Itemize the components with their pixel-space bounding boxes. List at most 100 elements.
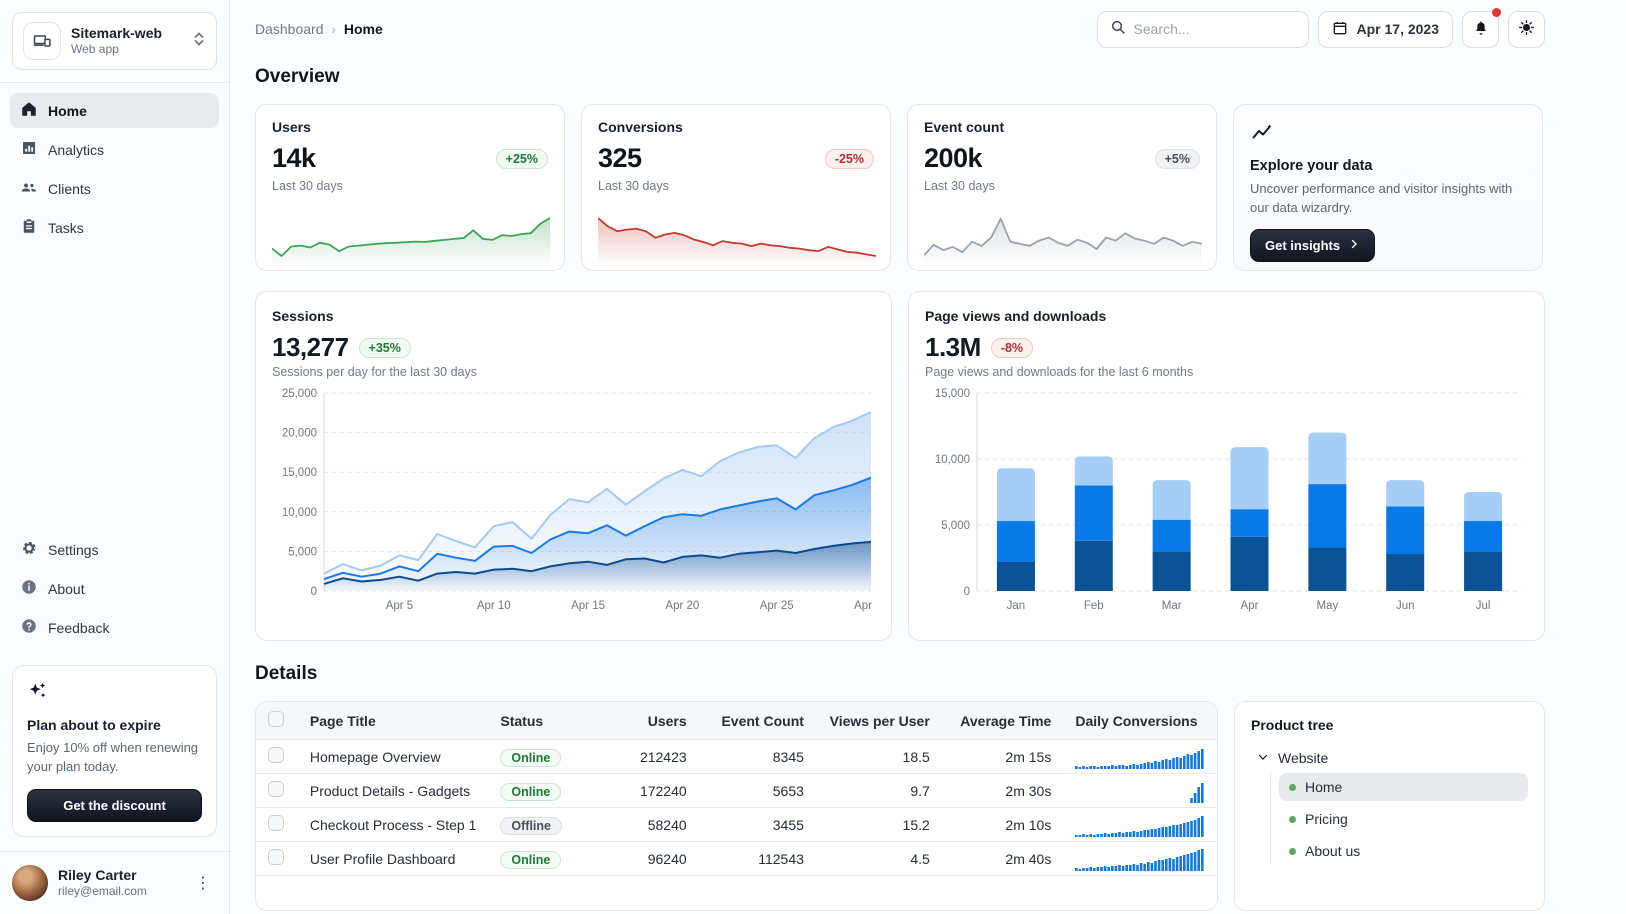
chevron-down-icon bbox=[1257, 750, 1269, 766]
trend-chip: +5% bbox=[1154, 148, 1200, 169]
row-checkbox[interactable] bbox=[268, 849, 284, 865]
sidebar-item-clients[interactable]: Clients bbox=[10, 171, 219, 206]
explore-data-card: Explore your data Uncover performance an… bbox=[1233, 104, 1543, 271]
sessions-title: Sessions bbox=[272, 308, 334, 324]
col-views-per-user[interactable]: Views per User bbox=[815, 702, 942, 740]
details-title: Details bbox=[255, 663, 318, 684]
sidebar-item-label: Tasks bbox=[48, 219, 84, 236]
breadcrumb-dashboard[interactable]: Dashboard bbox=[255, 21, 324, 37]
insights-icon bbox=[1250, 124, 1274, 148]
daily-conversions-sparkline bbox=[1075, 779, 1205, 803]
user-profile: Riley Carter riley@email.com ⋮ bbox=[0, 852, 229, 914]
svg-text:Apr 5: Apr 5 bbox=[386, 600, 414, 612]
stat-title: Conversions bbox=[598, 119, 683, 135]
svg-text:10,000: 10,000 bbox=[935, 454, 970, 466]
details-table-card: Page Title Status Users Event Count View… bbox=[255, 701, 1218, 911]
row-checkbox[interactable] bbox=[268, 815, 284, 831]
svg-text:Apr 15: Apr 15 bbox=[571, 600, 605, 612]
get-discount-button[interactable]: Get the discount bbox=[27, 789, 202, 822]
cell-event-count: 8345 bbox=[698, 739, 816, 774]
trend-chip: +25% bbox=[495, 148, 548, 169]
select-all-checkbox[interactable] bbox=[268, 711, 284, 727]
explore-title: Explore your data bbox=[1250, 158, 1373, 174]
pageviews-value: 1.3M bbox=[925, 332, 981, 362]
date-picker-button[interactable]: Apr 17, 2023 bbox=[1317, 10, 1453, 48]
notification-badge bbox=[1492, 7, 1501, 17]
home-icon bbox=[20, 100, 38, 121]
svg-text:May: May bbox=[1316, 600, 1338, 612]
pageviews-caption: Page views and downloads for the last 6 … bbox=[925, 365, 1194, 379]
chevron-right-icon: › bbox=[331, 21, 336, 37]
sidebar-item-settings[interactable]: Settings bbox=[10, 532, 219, 567]
table-row[interactable]: Product Details - Gadgets Online 172240 … bbox=[256, 773, 1217, 808]
sparkle-icon bbox=[27, 683, 49, 706]
help-icon bbox=[20, 617, 38, 638]
user-email: riley@email.com bbox=[58, 884, 147, 899]
details-table: Page Title Status Users Event Count View… bbox=[256, 702, 1217, 876]
cell-average-time: 2m 10s bbox=[941, 807, 1064, 842]
search-input[interactable] bbox=[1096, 10, 1309, 48]
tree-node-home[interactable]: Home bbox=[1279, 773, 1528, 801]
notifications-button[interactable] bbox=[1462, 7, 1501, 48]
tree-node-about-us[interactable]: About us bbox=[1279, 837, 1528, 865]
avatar bbox=[12, 865, 48, 901]
sidebar-item-label: Settings bbox=[48, 541, 99, 558]
trend-chip: +35% bbox=[358, 337, 411, 358]
col-page-title[interactable]: Page Title bbox=[297, 702, 489, 740]
get-insights-label: Get insights bbox=[1265, 237, 1341, 253]
unfold-icon bbox=[192, 31, 206, 52]
cell-users: 212423 bbox=[589, 739, 699, 774]
table-row[interactable]: Homepage Overview Online 212423 8345 18.… bbox=[256, 739, 1217, 774]
explore-body: Uncover performance and visitor insights… bbox=[1250, 181, 1513, 215]
tree-node-pricing[interactable]: Pricing bbox=[1279, 805, 1528, 833]
stat-title: Users bbox=[272, 119, 311, 135]
col-event-count[interactable]: Event Count bbox=[698, 702, 816, 740]
people-icon bbox=[20, 178, 38, 199]
svg-text:Mar: Mar bbox=[1162, 600, 1182, 612]
workspace-switcher[interactable]: Sitemark-web Web app bbox=[12, 12, 217, 70]
analytics-icon bbox=[20, 139, 38, 160]
table-row[interactable]: Checkout Process - Step 1 Offline 58240 … bbox=[256, 807, 1217, 842]
theme-toggle-button[interactable] bbox=[1508, 10, 1545, 48]
pageviews-card: Page views and downloads 1.3M -8% Page v… bbox=[908, 291, 1545, 641]
trend-chip: -25% bbox=[824, 148, 874, 169]
date-label: Apr 17, 2023 bbox=[1356, 21, 1440, 37]
row-checkbox[interactable] bbox=[268, 781, 284, 797]
sessions-value: 13,277 bbox=[272, 332, 349, 362]
stat-card-event-count: Event count 200k +5% Last 30 days bbox=[907, 104, 1217, 271]
stat-cards: Users 14k +25% Last 30 days Conversions … bbox=[255, 104, 1545, 271]
tree-node-label: Website bbox=[1278, 750, 1329, 766]
more-options-icon[interactable]: ⋮ bbox=[195, 875, 211, 892]
tree-node-label: Pricing bbox=[1305, 811, 1348, 827]
sidebar: Sitemark-web Web app Home Analytics Clie… bbox=[0, 0, 230, 914]
plan-body: Enjoy 10% off when renewing your plan to… bbox=[27, 740, 199, 775]
status-badge: Online bbox=[500, 748, 562, 767]
svg-text:Jan: Jan bbox=[1007, 600, 1026, 612]
search-field[interactable] bbox=[1133, 21, 1296, 37]
svg-text:0: 0 bbox=[964, 586, 970, 598]
row-checkbox[interactable] bbox=[268, 747, 284, 763]
stat-caption: Last 30 days bbox=[924, 179, 995, 193]
get-insights-button[interactable]: Get insights bbox=[1250, 228, 1376, 262]
tree-node-label: Home bbox=[1305, 779, 1343, 795]
sidebar-item-about[interactable]: About bbox=[10, 571, 219, 606]
col-daily-conversions[interactable]: Daily Conversions bbox=[1063, 702, 1217, 740]
cell-page-title: Product Details - Gadgets bbox=[297, 773, 489, 808]
users-sparkline-chart bbox=[271, 208, 551, 270]
sidebar-item-analytics[interactable]: Analytics bbox=[10, 132, 219, 167]
tree-node-website[interactable]: Website bbox=[1251, 745, 1528, 771]
sessions-card: Sessions 13,277 +35% Sessions per day fo… bbox=[255, 291, 892, 641]
col-average-time[interactable]: Average Time bbox=[941, 702, 1064, 740]
table-row[interactable]: User Profile Dashboard Online 96240 1125… bbox=[256, 841, 1217, 876]
daily-conversions-sparkline bbox=[1075, 813, 1205, 837]
sidebar-item-feedback[interactable]: Feedback bbox=[10, 610, 219, 645]
col-status[interactable]: Status bbox=[488, 702, 590, 740]
col-users[interactable]: Users bbox=[589, 702, 699, 740]
pageviews-bar-chart: 15,000 10,000 5,000 0 Jan Feb Mar Apr May Jun Jul bbox=[925, 385, 1528, 622]
devices-icon bbox=[23, 22, 61, 60]
sidebar-item-home[interactable]: Home bbox=[10, 93, 219, 128]
svg-text:10,000: 10,000 bbox=[282, 507, 317, 519]
sidebar-item-tasks[interactable]: Tasks bbox=[10, 210, 219, 245]
svg-text:25,000: 25,000 bbox=[282, 388, 317, 400]
